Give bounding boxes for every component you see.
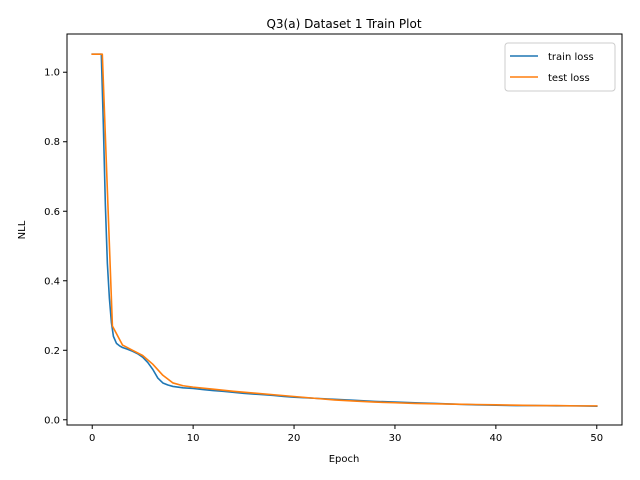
x-tick-label: 40 bbox=[489, 433, 502, 444]
y-tick-label: 1.0 bbox=[44, 68, 60, 79]
x-tick-label: 30 bbox=[389, 433, 402, 444]
plot-area bbox=[91, 53, 598, 408]
chart-title: Q3(a) Dataset 1 Train Plot bbox=[266, 17, 421, 31]
y-axis: 0.0 0.2 0.4 0.6 0.8 1.0 bbox=[44, 68, 67, 426]
legend-label-test-loss: test loss bbox=[548, 73, 590, 84]
x-tick-label: 10 bbox=[187, 433, 200, 444]
x-tick-label: 50 bbox=[590, 433, 603, 444]
series-line-test-loss bbox=[91, 53, 598, 407]
legend-label-train-loss: train loss bbox=[548, 52, 594, 63]
y-tick-label: 0.6 bbox=[44, 207, 60, 218]
legend: train loss test loss bbox=[504, 42, 616, 92]
x-axis-label: Epoch bbox=[329, 454, 360, 465]
y-tick-label: 0.2 bbox=[44, 346, 60, 357]
x-axis: 0 10 20 30 40 50 bbox=[89, 425, 603, 444]
axes-frame bbox=[66, 33, 623, 426]
x-tick-label: 0 bbox=[89, 433, 95, 444]
y-tick-label: 0.4 bbox=[44, 276, 60, 287]
y-tick-label: 0.8 bbox=[44, 137, 60, 148]
x-tick-label: 20 bbox=[288, 433, 301, 444]
y-tick-label: 0.0 bbox=[44, 415, 60, 426]
y-axis-label: NLL bbox=[17, 220, 28, 239]
legend-box bbox=[504, 42, 616, 92]
